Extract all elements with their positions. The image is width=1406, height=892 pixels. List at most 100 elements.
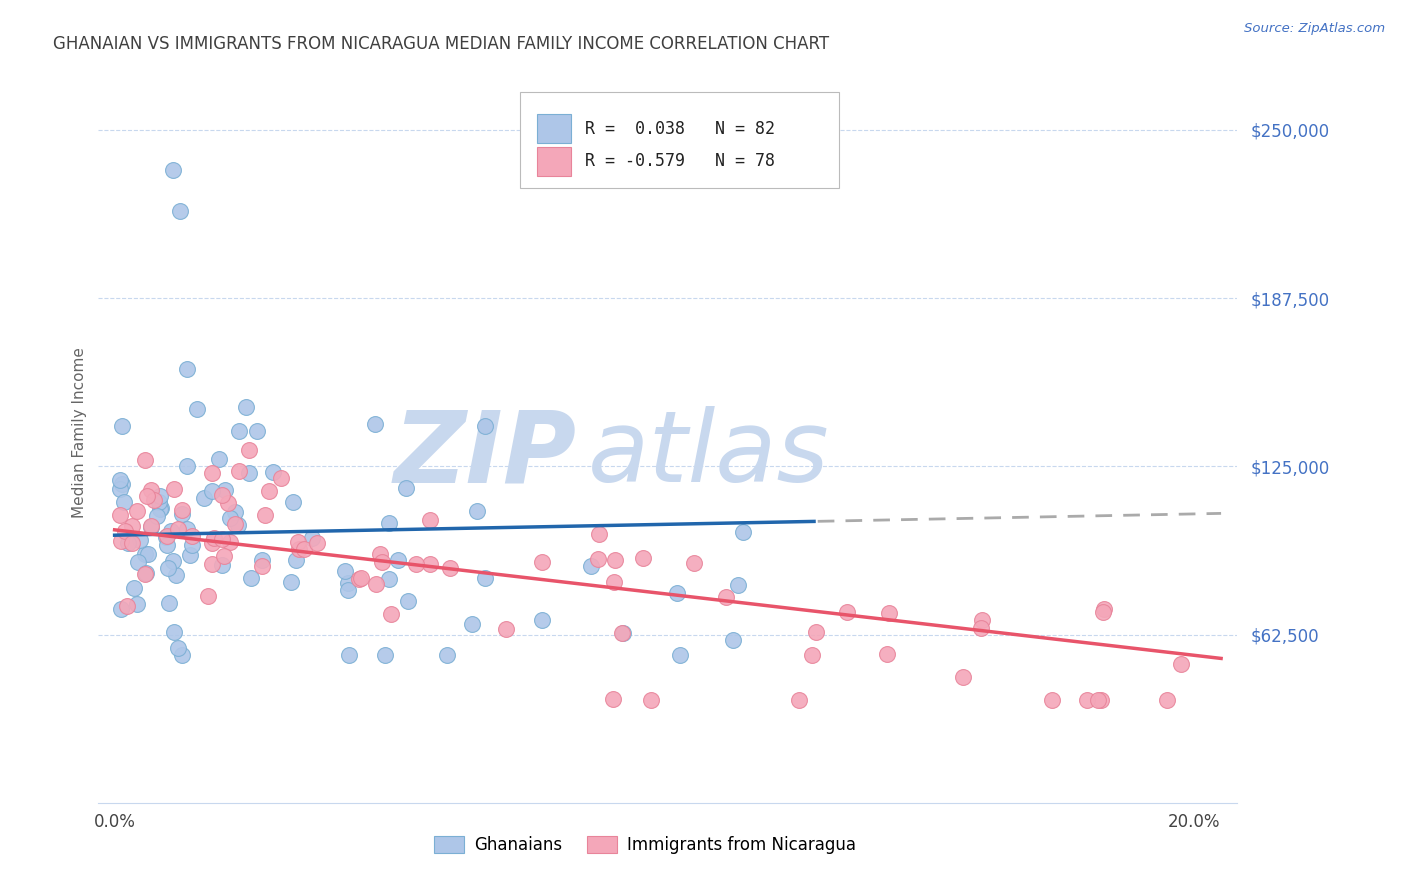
- Point: [1076, 693, 1098, 707]
- Point: [176, 459, 198, 474]
- Point: [167, 522, 190, 536]
- Point: [837, 605, 859, 619]
- Point: [134, 566, 156, 581]
- Point: [337, 576, 360, 591]
- Point: [224, 516, 246, 531]
- Point: [665, 585, 688, 599]
- Point: [141, 519, 163, 533]
- Point: [208, 452, 231, 467]
- Point: [631, 550, 654, 565]
- Point: [176, 361, 198, 376]
- Point: [121, 519, 143, 533]
- Point: [877, 606, 900, 620]
- Point: [970, 621, 993, 635]
- Point: [228, 424, 250, 438]
- Point: [283, 494, 305, 508]
- Point: [115, 599, 138, 614]
- Point: [224, 505, 246, 519]
- Point: [262, 465, 284, 479]
- Point: [333, 564, 356, 578]
- Point: [804, 624, 827, 639]
- Point: [108, 508, 131, 523]
- Point: [219, 535, 242, 549]
- Point: [419, 513, 441, 527]
- Point: [474, 418, 496, 433]
- Point: [257, 484, 280, 499]
- Point: [112, 495, 135, 509]
- Point: [727, 578, 749, 592]
- Point: [114, 524, 136, 538]
- Point: [350, 571, 373, 585]
- Point: [254, 508, 277, 522]
- Point: [579, 559, 602, 574]
- Text: R = -0.579   N = 78: R = -0.579 N = 78: [585, 153, 775, 170]
- Point: [270, 471, 292, 485]
- Point: [135, 566, 157, 581]
- Point: [474, 571, 496, 585]
- Point: [156, 538, 179, 552]
- Point: [156, 561, 179, 575]
- Point: [495, 622, 517, 636]
- Point: [246, 425, 269, 439]
- Point: [1090, 693, 1112, 707]
- Point: [108, 482, 131, 496]
- Point: [336, 582, 359, 597]
- Point: [1087, 693, 1109, 707]
- Point: [307, 536, 329, 550]
- Point: [238, 443, 260, 458]
- Point: [378, 516, 401, 530]
- Point: [148, 489, 170, 503]
- Point: [1091, 605, 1114, 619]
- Bar: [537, 146, 571, 176]
- Point: [141, 520, 163, 534]
- Point: [197, 589, 219, 603]
- Point: [204, 532, 226, 546]
- Point: [135, 489, 157, 503]
- Point: [201, 483, 224, 498]
- Point: [588, 526, 610, 541]
- Point: [1156, 693, 1178, 707]
- Point: [228, 464, 250, 478]
- Point: [368, 547, 391, 561]
- Point: [610, 626, 633, 640]
- Point: [117, 536, 139, 550]
- Point: [125, 597, 148, 611]
- Point: [155, 530, 177, 544]
- Point: [129, 533, 152, 547]
- Point: [141, 483, 163, 497]
- Point: [217, 495, 239, 509]
- Point: [180, 538, 202, 552]
- Point: [110, 601, 132, 615]
- Point: [162, 554, 184, 568]
- Text: ZIP: ZIP: [394, 407, 576, 503]
- Point: [339, 648, 361, 662]
- Point: [150, 500, 173, 515]
- Point: [602, 692, 624, 706]
- Text: Source: ZipAtlas.com: Source: ZipAtlas.com: [1244, 22, 1385, 36]
- FancyBboxPatch shape: [520, 92, 839, 188]
- Text: atlas: atlas: [588, 407, 830, 503]
- Point: [201, 558, 224, 572]
- Point: [285, 552, 308, 566]
- Point: [436, 648, 458, 662]
- Point: [250, 558, 273, 573]
- Point: [733, 525, 755, 540]
- Point: [603, 553, 626, 567]
- Point: [176, 522, 198, 536]
- Point: [156, 529, 179, 543]
- Point: [531, 555, 554, 569]
- Point: [240, 571, 263, 585]
- Point: [214, 483, 236, 497]
- Point: [159, 524, 181, 538]
- Point: [201, 536, 224, 550]
- Point: [181, 529, 204, 543]
- Point: [395, 481, 418, 495]
- Point: [612, 625, 634, 640]
- Point: [602, 574, 624, 589]
- Point: [186, 402, 208, 417]
- Point: [640, 693, 662, 707]
- Point: [1170, 657, 1192, 671]
- Point: [800, 648, 823, 663]
- Point: [669, 648, 692, 662]
- Point: [111, 476, 134, 491]
